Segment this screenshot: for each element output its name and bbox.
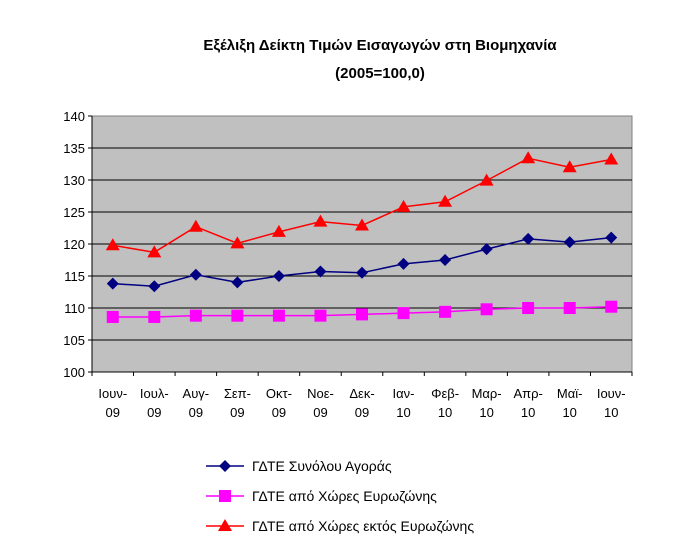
data-point (271, 224, 286, 237)
x-tick-label: Ιουν- (597, 386, 626, 401)
x-tick-label: Απρ- (513, 386, 542, 401)
legend-item: ΓΔΤΕ από Χώρες Ευρωζώνης (206, 488, 437, 504)
data-point (106, 310, 119, 323)
data-point (356, 266, 368, 279)
x-tick-label: 10 (604, 405, 618, 420)
data-point (189, 309, 202, 322)
x-tick-label: Μαρ- (472, 386, 502, 401)
legend-label: ΓΔΤΕ από Χώρες Ευρωζώνης (252, 488, 437, 504)
y-tick-label: 120 (63, 237, 85, 252)
series-3 (105, 151, 619, 258)
data-point (189, 268, 202, 281)
data-point (397, 307, 410, 320)
x-tick-label: Ιουλ- (140, 386, 169, 401)
data-point (396, 199, 411, 212)
data-point (439, 254, 452, 266)
data-point (605, 300, 618, 313)
y-tick-label: 100 (63, 365, 85, 380)
data-point (522, 302, 535, 314)
x-tick-label: Αυγ- (183, 386, 210, 401)
x-tick-label: 09 (147, 405, 161, 420)
data-point (147, 245, 162, 258)
y-tick-label: 140 (63, 109, 85, 124)
legend-marker (219, 490, 231, 502)
data-point (148, 310, 161, 323)
x-tick-label: 09 (106, 405, 120, 420)
data-point (314, 309, 327, 322)
x-tick-label: 09 (230, 405, 244, 420)
series-layer (105, 151, 619, 323)
data-point (397, 257, 410, 270)
data-point (480, 303, 493, 316)
data-point (105, 238, 120, 251)
data-point (230, 236, 245, 249)
series-1 (106, 231, 618, 293)
x-tick-label: Οκτ- (266, 386, 292, 401)
data-point (272, 270, 285, 282)
y-tick-label: 115 (64, 269, 85, 284)
data-point (563, 236, 576, 249)
series-2 (106, 300, 618, 323)
data-point (314, 265, 327, 278)
chart-title: Εξέλιξη Δείκτη Τιμών Εισαγωγών στη Βιομη… (203, 37, 557, 54)
data-point (604, 152, 619, 165)
x-tick-label: 10 (479, 405, 493, 420)
y-tick-label: 105 (63, 333, 85, 348)
y-axis: 100 105 110 115 120 125 130 135 140 (63, 109, 93, 380)
x-tick-label: 09 (272, 405, 286, 420)
x-tick-label: Φεβ- (431, 386, 459, 401)
data-point (231, 276, 244, 289)
data-point (272, 309, 285, 322)
legend-marker (219, 460, 231, 472)
x-tick-label: Μαϊ- (557, 386, 583, 401)
x-tick-label: 10 (521, 405, 535, 420)
data-point (522, 232, 535, 245)
legend-marker (218, 519, 232, 531)
x-tick-label: Νοε- (307, 386, 334, 401)
legend-label: ΓΔΤΕ Συνόλου Αγοράς (252, 458, 392, 474)
data-point (188, 219, 203, 232)
data-point (521, 151, 536, 164)
data-point (438, 194, 453, 207)
legend-item: ΓΔΤΕ Συνόλου Αγοράς (206, 458, 392, 474)
data-point (605, 231, 618, 244)
y-tick-label: 110 (64, 301, 85, 316)
data-point (480, 243, 493, 256)
y-tick-label: 135 (63, 141, 85, 156)
x-tick-label: 09 (355, 405, 369, 420)
x-tick-label: Δεκ- (349, 386, 374, 401)
data-point (355, 218, 369, 231)
data-point (356, 308, 368, 321)
y-tick-label: 130 (63, 173, 85, 188)
x-tick-label: 09 (313, 405, 327, 420)
legend-label: ΓΔΤΕ από Χώρες εκτός Ευρωζώνης (252, 518, 474, 534)
x-tick-label: 09 (189, 405, 203, 420)
data-point (439, 305, 452, 318)
data-point (563, 302, 576, 314)
x-tick-label: 10 (396, 405, 410, 420)
x-tick-label: Ιαν- (393, 386, 415, 401)
x-tick-label: 10 (438, 405, 452, 420)
data-point (148, 280, 161, 293)
legend: ΓΔΤΕ Συνόλου Αγοράς ΓΔΤΕ από Χώρες Ευρωζώ… (206, 458, 474, 534)
x-tick-label: Σεπ- (224, 386, 251, 401)
data-point (231, 309, 244, 322)
data-point (562, 160, 577, 173)
x-axis: Ιουν- 09 Ιουλ- 09 Αυγ- 09 Σεπ- 09 Οκτ- 09 Νοε- 09 Δε… (91, 371, 633, 420)
y-tick-label: 125 (63, 205, 85, 220)
x-tick-label: Ιουν- (98, 386, 127, 401)
data-point (106, 277, 119, 290)
chart-subtitle: (2005=100,0) (335, 65, 425, 82)
data-point (479, 173, 494, 186)
x-tick-label: 10 (562, 405, 576, 420)
data-point (313, 214, 328, 227)
legend-item: ΓΔΤΕ από Χώρες εκτός Ευρωζώνης (206, 518, 474, 534)
